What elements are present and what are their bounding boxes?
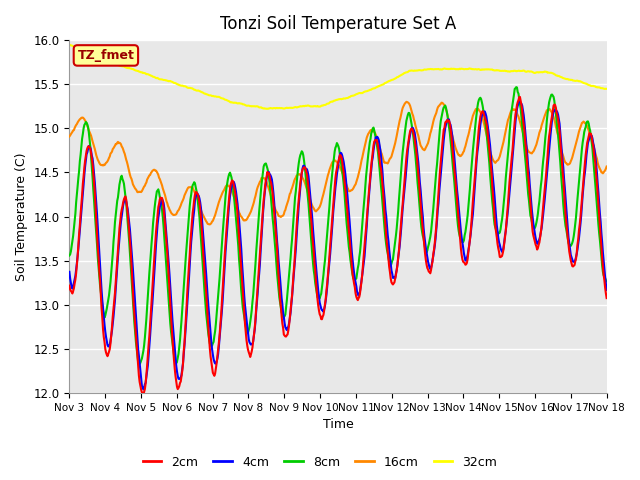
8cm [186, 204, 193, 209]
8cm [513, 84, 520, 90]
2cm [404, 143, 412, 148]
4cm [404, 147, 412, 153]
16cm [206, 222, 214, 228]
16cm [131, 184, 138, 190]
Text: TZ_fmet: TZ_fmet [77, 49, 134, 62]
4cm [140, 386, 147, 392]
8cm [420, 236, 428, 241]
32cm [65, 42, 73, 48]
4cm [131, 290, 138, 296]
32cm [185, 85, 193, 91]
16cm [420, 147, 428, 153]
8cm [76, 168, 83, 174]
8cm [136, 361, 143, 367]
2cm [603, 295, 611, 301]
32cm [264, 106, 271, 112]
32cm [76, 47, 83, 52]
8cm [603, 278, 611, 284]
Line: 16cm: 16cm [69, 102, 607, 225]
2cm [214, 346, 222, 352]
Line: 8cm: 8cm [69, 87, 607, 364]
Y-axis label: Soil Temperature (C): Soil Temperature (C) [15, 152, 28, 281]
4cm [420, 225, 428, 231]
4cm [516, 99, 524, 105]
32cm [420, 67, 428, 73]
32cm [404, 69, 412, 75]
2cm [76, 231, 83, 237]
Title: Tonzi Soil Temperature Set A: Tonzi Soil Temperature Set A [220, 15, 456, 33]
16cm [214, 202, 222, 208]
Legend: 2cm, 4cm, 8cm, 16cm, 32cm: 2cm, 4cm, 8cm, 16cm, 32cm [138, 451, 502, 474]
4cm [65, 269, 73, 275]
32cm [131, 67, 138, 73]
Line: 4cm: 4cm [69, 102, 607, 389]
16cm [76, 117, 83, 123]
2cm [186, 252, 193, 258]
8cm [65, 252, 73, 258]
16cm [185, 184, 193, 190]
8cm [131, 321, 138, 326]
4cm [214, 351, 222, 357]
X-axis label: Time: Time [323, 419, 353, 432]
2cm [131, 312, 138, 317]
2cm [65, 283, 73, 288]
4cm [603, 287, 611, 293]
4cm [76, 237, 83, 242]
16cm [403, 99, 410, 105]
16cm [603, 164, 611, 169]
8cm [214, 295, 222, 300]
4cm [186, 263, 193, 268]
8cm [404, 112, 412, 118]
Line: 32cm: 32cm [69, 45, 607, 109]
2cm [516, 94, 524, 100]
16cm [65, 133, 73, 139]
2cm [140, 392, 147, 397]
16cm [404, 100, 412, 106]
2cm [420, 234, 428, 240]
Line: 2cm: 2cm [69, 97, 607, 395]
32cm [214, 94, 221, 100]
32cm [603, 86, 611, 92]
